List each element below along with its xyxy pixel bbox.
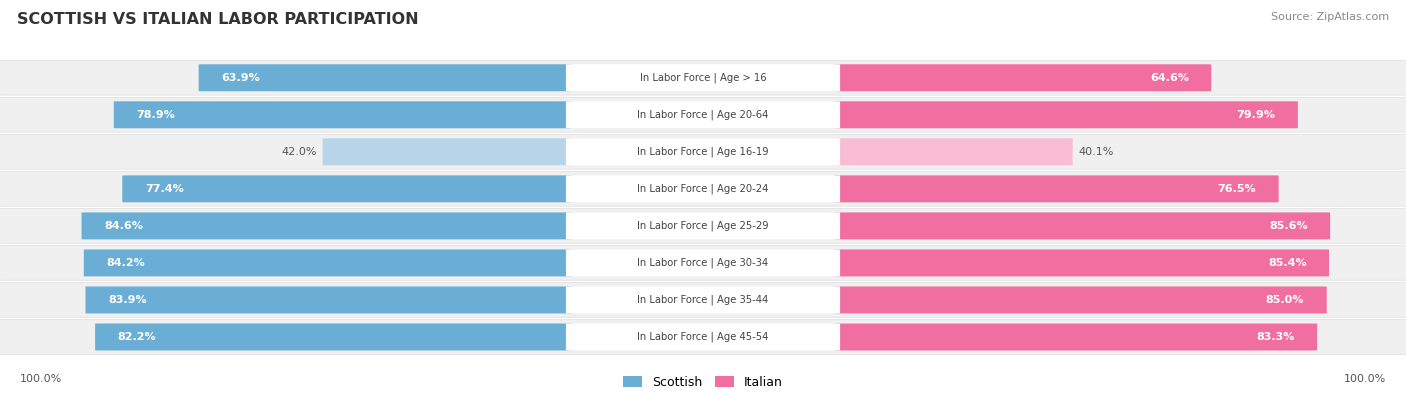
Text: 64.6%: 64.6% bbox=[1150, 73, 1189, 83]
Text: In Labor Force | Age > 16: In Labor Force | Age > 16 bbox=[640, 73, 766, 83]
FancyBboxPatch shape bbox=[0, 134, 1406, 169]
FancyBboxPatch shape bbox=[565, 213, 839, 239]
Text: In Labor Force | Age 35-44: In Labor Force | Age 35-44 bbox=[637, 295, 769, 305]
Text: In Labor Force | Age 45-54: In Labor Force | Age 45-54 bbox=[637, 332, 769, 342]
Text: 78.9%: 78.9% bbox=[136, 110, 174, 120]
FancyBboxPatch shape bbox=[0, 60, 1406, 95]
FancyBboxPatch shape bbox=[565, 138, 839, 165]
FancyBboxPatch shape bbox=[835, 101, 1298, 128]
Text: 82.2%: 82.2% bbox=[118, 332, 156, 342]
FancyBboxPatch shape bbox=[82, 213, 571, 239]
FancyBboxPatch shape bbox=[565, 102, 839, 128]
Text: SCOTTISH VS ITALIAN LABOR PARTICIPATION: SCOTTISH VS ITALIAN LABOR PARTICIPATION bbox=[17, 12, 419, 27]
FancyBboxPatch shape bbox=[835, 138, 1073, 165]
Text: In Labor Force | Age 30-34: In Labor Force | Age 30-34 bbox=[637, 258, 769, 268]
Text: 63.9%: 63.9% bbox=[221, 73, 260, 83]
FancyBboxPatch shape bbox=[322, 138, 571, 165]
FancyBboxPatch shape bbox=[0, 246, 1406, 280]
FancyBboxPatch shape bbox=[0, 171, 1406, 206]
FancyBboxPatch shape bbox=[565, 324, 839, 350]
Text: 77.4%: 77.4% bbox=[145, 184, 184, 194]
FancyBboxPatch shape bbox=[565, 286, 839, 313]
Text: In Labor Force | Age 20-64: In Labor Force | Age 20-64 bbox=[637, 109, 769, 120]
FancyBboxPatch shape bbox=[0, 320, 1406, 354]
Text: 83.9%: 83.9% bbox=[108, 295, 146, 305]
FancyBboxPatch shape bbox=[0, 98, 1406, 132]
FancyBboxPatch shape bbox=[0, 283, 1406, 317]
FancyBboxPatch shape bbox=[86, 286, 571, 314]
Text: 84.6%: 84.6% bbox=[104, 221, 143, 231]
FancyBboxPatch shape bbox=[835, 175, 1278, 202]
FancyBboxPatch shape bbox=[0, 209, 1406, 243]
Text: In Labor Force | Age 20-24: In Labor Force | Age 20-24 bbox=[637, 184, 769, 194]
Text: In Labor Force | Age 25-29: In Labor Force | Age 25-29 bbox=[637, 221, 769, 231]
Text: 84.2%: 84.2% bbox=[107, 258, 145, 268]
FancyBboxPatch shape bbox=[84, 250, 571, 276]
Legend: Scottish, Italian: Scottish, Italian bbox=[623, 376, 783, 389]
FancyBboxPatch shape bbox=[835, 324, 1317, 350]
FancyBboxPatch shape bbox=[565, 250, 839, 276]
Text: 83.3%: 83.3% bbox=[1256, 332, 1295, 342]
FancyBboxPatch shape bbox=[122, 175, 571, 202]
Text: 85.0%: 85.0% bbox=[1265, 295, 1305, 305]
Text: 40.1%: 40.1% bbox=[1078, 147, 1114, 157]
FancyBboxPatch shape bbox=[198, 64, 571, 91]
Text: 79.9%: 79.9% bbox=[1236, 110, 1275, 120]
FancyBboxPatch shape bbox=[565, 64, 839, 91]
Text: 76.5%: 76.5% bbox=[1218, 184, 1256, 194]
Text: 100.0%: 100.0% bbox=[20, 374, 62, 384]
FancyBboxPatch shape bbox=[565, 175, 839, 202]
FancyBboxPatch shape bbox=[114, 101, 571, 128]
Text: In Labor Force | Age 16-19: In Labor Force | Age 16-19 bbox=[637, 147, 769, 157]
Text: 85.4%: 85.4% bbox=[1268, 258, 1306, 268]
FancyBboxPatch shape bbox=[835, 64, 1212, 91]
FancyBboxPatch shape bbox=[835, 286, 1327, 314]
Text: 100.0%: 100.0% bbox=[1344, 374, 1386, 384]
Text: 85.6%: 85.6% bbox=[1270, 221, 1308, 231]
Text: 42.0%: 42.0% bbox=[281, 147, 316, 157]
Text: Source: ZipAtlas.com: Source: ZipAtlas.com bbox=[1271, 12, 1389, 22]
FancyBboxPatch shape bbox=[96, 324, 571, 350]
FancyBboxPatch shape bbox=[835, 213, 1330, 239]
FancyBboxPatch shape bbox=[835, 250, 1329, 276]
